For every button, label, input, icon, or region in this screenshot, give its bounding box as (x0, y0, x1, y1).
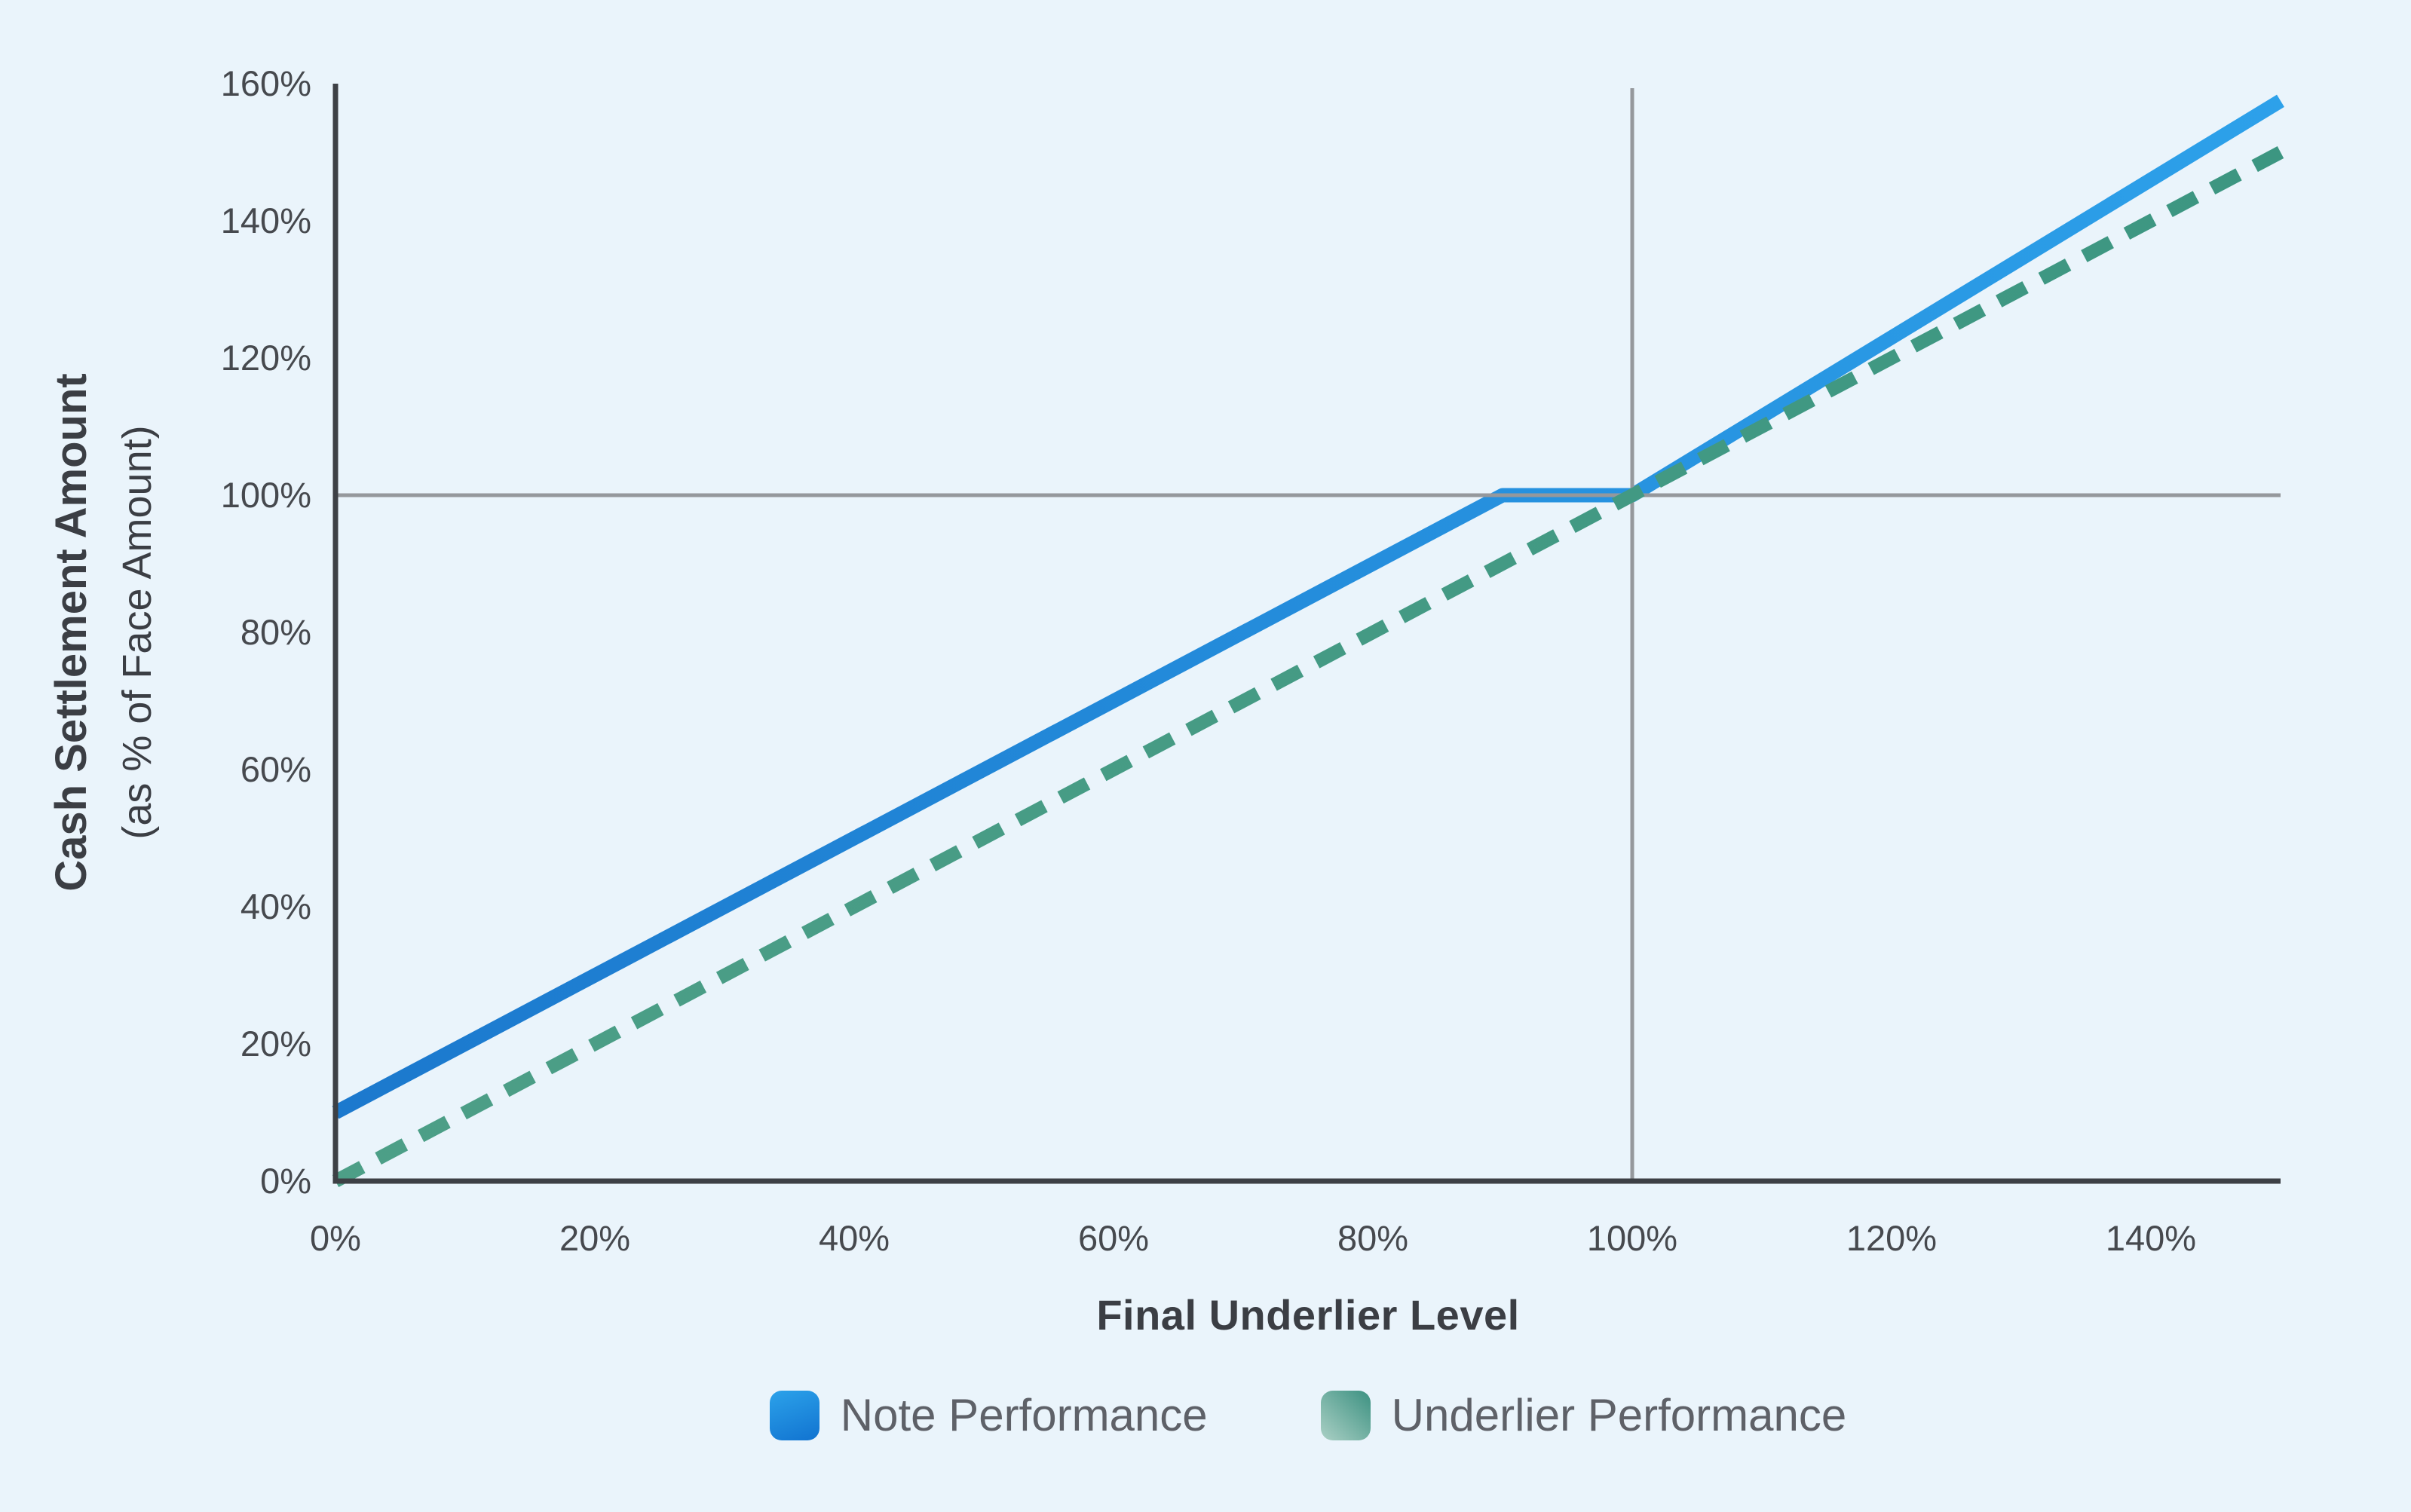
legend-label-note-performance: Note Performance (840, 1390, 1208, 1440)
x-tick-label: 120% (1846, 1218, 1937, 1258)
legend-item-note-performance: Note Performance (769, 1389, 1208, 1441)
y-tick-label: 120% (221, 338, 311, 378)
x-tick-label: 20% (559, 1218, 630, 1258)
y-tick-label: 60% (240, 749, 311, 789)
y-tick-label: 20% (240, 1024, 311, 1064)
y-tick-label: 40% (240, 886, 311, 926)
y-axis-title: Cash Settlement Amount (47, 373, 96, 892)
note-performance-swatch-icon (769, 1390, 819, 1440)
y-tick-label: 80% (240, 612, 311, 652)
underlier-performance-line (332, 146, 2284, 1187)
y-axis-subtitle: (as % of Face Amount) (115, 425, 160, 840)
y-tick-label: 140% (221, 200, 311, 240)
legend-label-underlier-performance: Underlier Performance (1391, 1390, 1847, 1440)
legend: Note Performance Underlier Performance (335, 1389, 2281, 1441)
x-tick-label: 40% (819, 1218, 890, 1258)
y-tick-label: 100% (221, 475, 311, 515)
x-axis-title: Final Underlier Level (1096, 1291, 1520, 1339)
x-tick-label: 140% (2106, 1218, 2196, 1258)
legend-item-underlier-performance: Underlier Performance (1320, 1389, 1847, 1441)
x-tick-label: 100% (1587, 1218, 1677, 1258)
y-tick-label: 160% (221, 63, 311, 103)
underlier-performance-swatch-icon (1320, 1390, 1371, 1440)
y-tick-label: 0% (260, 1161, 311, 1201)
x-tick-label: 80% (1337, 1218, 1408, 1258)
x-tick-label: 60% (1078, 1218, 1149, 1258)
x-tick-label: 0% (310, 1218, 361, 1258)
note-performance-line (332, 94, 2284, 1119)
